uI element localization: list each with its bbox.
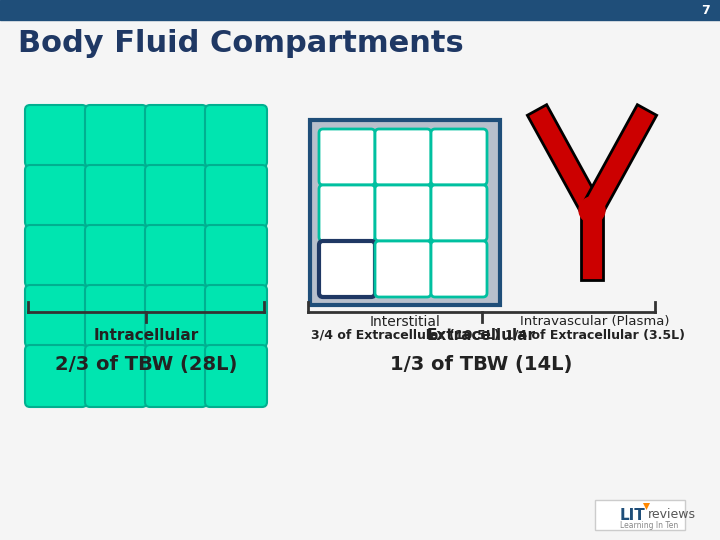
Polygon shape: [581, 210, 603, 280]
Text: Interstitial: Interstitial: [369, 315, 441, 329]
FancyBboxPatch shape: [431, 185, 487, 241]
Text: 1/4 of Extracellular (3.5L): 1/4 of Extracellular (3.5L): [505, 329, 685, 342]
Polygon shape: [582, 105, 657, 215]
FancyBboxPatch shape: [145, 105, 207, 167]
Text: reviews: reviews: [648, 509, 696, 522]
FancyBboxPatch shape: [375, 241, 431, 297]
FancyBboxPatch shape: [205, 105, 267, 167]
FancyBboxPatch shape: [85, 165, 147, 227]
FancyBboxPatch shape: [205, 345, 267, 407]
Text: LIT: LIT: [620, 508, 646, 523]
FancyBboxPatch shape: [375, 185, 431, 241]
FancyBboxPatch shape: [145, 225, 207, 287]
FancyBboxPatch shape: [145, 345, 207, 407]
FancyBboxPatch shape: [85, 105, 147, 167]
FancyBboxPatch shape: [431, 241, 487, 297]
Text: Intracellular: Intracellular: [94, 328, 199, 343]
FancyBboxPatch shape: [25, 345, 87, 407]
FancyBboxPatch shape: [375, 129, 431, 185]
Text: 7: 7: [701, 4, 710, 17]
FancyBboxPatch shape: [85, 225, 147, 287]
FancyBboxPatch shape: [85, 285, 147, 347]
Text: Extracellular: Extracellular: [427, 328, 536, 343]
FancyBboxPatch shape: [310, 120, 500, 305]
FancyBboxPatch shape: [25, 165, 87, 227]
FancyBboxPatch shape: [145, 285, 207, 347]
Polygon shape: [643, 503, 650, 510]
Circle shape: [579, 197, 605, 223]
FancyBboxPatch shape: [205, 225, 267, 287]
FancyBboxPatch shape: [319, 241, 375, 297]
FancyBboxPatch shape: [205, 285, 267, 347]
Text: 1/3 of TBW (14L): 1/3 of TBW (14L): [390, 355, 572, 374]
FancyBboxPatch shape: [145, 165, 207, 227]
Text: Learning In Ten: Learning In Ten: [620, 521, 678, 530]
FancyBboxPatch shape: [25, 285, 87, 347]
FancyBboxPatch shape: [25, 105, 87, 167]
Text: Body Fluid Compartments: Body Fluid Compartments: [18, 29, 464, 57]
FancyBboxPatch shape: [25, 225, 87, 287]
Text: 2/3 of TBW (28L): 2/3 of TBW (28L): [55, 355, 237, 374]
Bar: [0, 0, 720, 20]
FancyBboxPatch shape: [85, 345, 147, 407]
FancyBboxPatch shape: [319, 185, 375, 241]
Text: Intravascular (Plasma): Intravascular (Plasma): [521, 315, 670, 328]
Text: 3/4 of Extracellular (10.5L): 3/4 of Extracellular (10.5L): [310, 329, 500, 342]
FancyBboxPatch shape: [595, 500, 685, 530]
FancyBboxPatch shape: [319, 129, 375, 185]
FancyBboxPatch shape: [431, 129, 487, 185]
FancyBboxPatch shape: [205, 165, 267, 227]
Polygon shape: [527, 105, 602, 215]
